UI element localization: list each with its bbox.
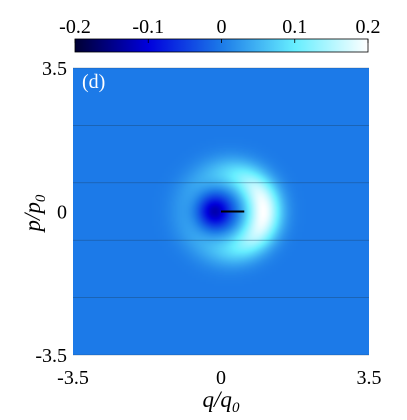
x-tick-label: 3.5 <box>357 367 382 389</box>
colorbar-tick-label: -0.2 <box>59 16 91 38</box>
y-tick-label: -3.5 <box>35 345 67 367</box>
x-axis-label: q/q0 <box>203 387 240 416</box>
y-tick-label: 3.5 <box>42 58 67 80</box>
panel-label: (d) <box>82 71 105 93</box>
colorbar: -0.2 -0.1 0 0.1 0.2 <box>59 16 380 52</box>
colorbar-tick-label: 0.1 <box>282 16 307 38</box>
heatmap-panel: (d) <box>73 68 369 355</box>
x-axis-label-main: q/q <box>203 387 232 412</box>
y-axis-label-sub: 0 <box>33 194 49 202</box>
colorbar-tick-label: 0.2 <box>356 16 381 38</box>
y-tick-label: 0 <box>57 202 67 224</box>
x-tick-labels: -3.5 0 3.5 <box>57 367 381 389</box>
colorbar-tick-label: -0.1 <box>132 16 164 38</box>
x-tick-label: 0 <box>216 367 226 389</box>
colorbar-tick-label: 0 <box>217 16 227 38</box>
y-axis-label-main: p/p <box>20 202 45 233</box>
x-tick-label: -3.5 <box>57 367 89 389</box>
y-axis-label: p/p0 <box>20 194 49 233</box>
x-axis-label-sub: 0 <box>232 400 240 416</box>
